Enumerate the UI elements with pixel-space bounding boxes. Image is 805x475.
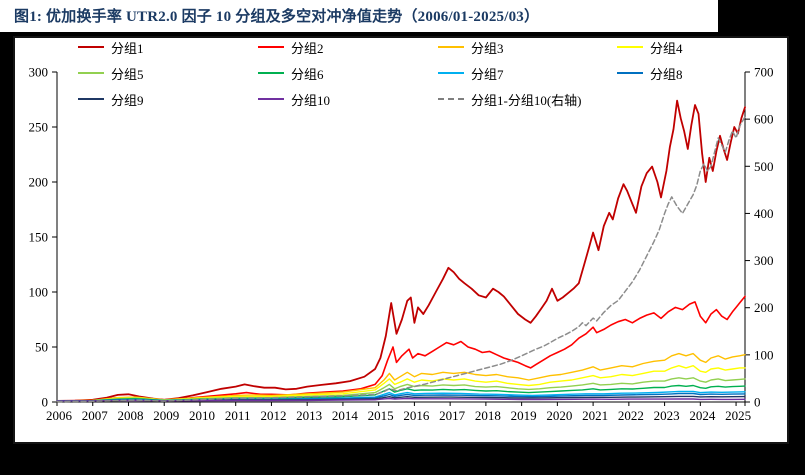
x-axis-tick-label: 2019 [511,408,537,423]
y-right-tick-label: 100 [754,347,774,362]
figure-title: 图1: 优加换手率 UTR2.0 因子 10 分组及多空对冲净值走势（2006/… [14,9,540,25]
legend-item-group10: 分组10 [258,91,331,108]
y-right-tick-label: 300 [754,253,774,268]
legend-label: 分组1 [111,40,144,56]
x-axis-tick-label: 2008 [117,408,143,423]
legend-label: 分组4 [650,40,683,56]
x-axis-tick-label: 2010 [189,408,215,423]
legend-item-group9: 分组9 [78,91,144,108]
legend-item-group6: 分组6 [258,65,324,82]
series-line-group10 [56,397,746,402]
x-axis-tick-label: 2013 [296,408,322,423]
legend-item-group1: 分组1 [78,39,144,56]
legend-label: 分组6 [291,66,324,82]
legend-item-group4: 分组4 [617,39,683,56]
series-line-group6 [56,384,746,402]
y-left-tick-label: 100 [29,285,49,300]
y-right-tick-label: 700 [754,65,774,80]
x-axis-tick-label: 2009 [153,408,179,423]
x-axis-tick-label: 2022 [618,408,644,423]
x-axis-tick-label: 2014 [332,408,359,423]
legend-label: 分组5 [111,66,144,82]
y-right-tick-label: 400 [754,206,774,221]
legend-label: 分组3 [471,40,504,56]
x-axis-tick-label: 2016 [403,408,430,423]
legend-swatch-group1 [78,46,104,48]
x-axis-tick-label: 2018 [475,408,501,423]
x-axis-tick-label: 2017 [439,408,466,423]
series-line-group2 [56,295,746,402]
legend-swatch-group7 [438,72,464,74]
x-axis-tick-label: 2020 [546,408,572,423]
y-left-tick-label: 150 [29,230,49,245]
legend-swatch-long-short [438,98,464,100]
y-left-tick-label: 50 [35,340,48,355]
legend-label: 分组8 [650,66,683,82]
legend-item-group7: 分组7 [438,65,504,82]
legend-swatch-group5 [78,72,104,74]
y-right-tick-label: 600 [754,112,774,127]
legend-label: 分组9 [111,92,144,108]
legend-item-group2: 分组2 [258,39,324,56]
legend-swatch-group10 [258,98,284,100]
x-axis-tick-label: 2012 [260,408,286,423]
x-axis-tick-label: 2007 [82,408,109,423]
figure-title-strip: 图1: 优加换手率 UTR2.0 因子 10 分组及多空对冲净值走势（2006/… [0,0,718,32]
legend-item-group8: 分组8 [617,65,683,82]
legend-label: 分组7 [471,66,504,82]
y-left-tick-label: 200 [29,175,49,190]
x-axis-tick-label: 2006 [46,408,73,423]
x-axis-tick-label: 2024 [689,408,716,423]
series-line-group4 [56,365,746,402]
y-left-tick-label: 0 [42,395,49,410]
x-axis-tick-label: 2023 [654,408,680,423]
y-left-tick-label: 300 [29,65,49,80]
y-right-tick-label: 200 [754,300,774,315]
legend-label: 分组2 [291,40,324,56]
legend-item-group3: 分组3 [438,39,504,56]
x-axis-tick-label: 2015 [368,408,394,423]
series-line-group1 [56,99,746,402]
legend-label: 分组10 [291,92,331,108]
x-axis-tick-label: 2025 [725,408,751,423]
legend-swatch-group6 [258,72,284,74]
legend-swatch-group9 [78,98,104,100]
x-axis-tick-label: 2011 [225,408,251,423]
y-left-tick-label: 250 [29,120,49,135]
legend-label: 分组1-分组10(右轴) [471,92,582,108]
legend-swatch-group2 [258,46,284,48]
legend-item-long-short: 分组1-分组10(右轴) [438,91,582,108]
legend-swatch-group3 [438,46,464,48]
x-axis-tick-label: 2021 [582,408,608,423]
legend-item-group5: 分组5 [78,65,144,82]
legend-swatch-group8 [617,72,643,74]
legend-swatch-group4 [617,46,643,48]
y-right-tick-label: 0 [754,395,761,410]
series-line-group3 [56,352,746,402]
series-line-long-short [56,116,746,403]
y-right-tick-label: 500 [754,159,774,174]
